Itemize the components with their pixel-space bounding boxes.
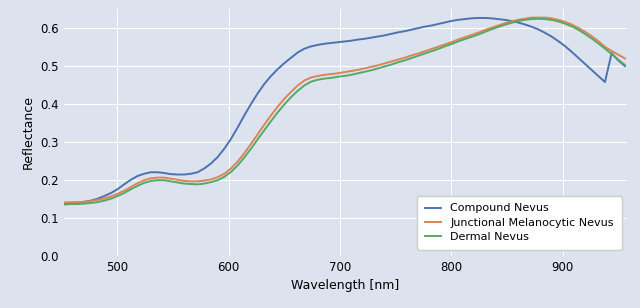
Compound Nevus <box>340 40 348 43</box>
Compound Nevus <box>474 16 482 20</box>
Dermal Nevus <box>234 164 241 167</box>
Dermal Nevus <box>227 170 235 174</box>
Dermal Nevus <box>595 42 602 45</box>
Compound Nevus <box>154 170 161 174</box>
Dermal Nevus <box>254 137 262 141</box>
Junctional Melanocytic Nevus <box>621 57 629 60</box>
Legend: Compound Nevus, Junctional Melanocytic Nevus, Dermal Nevus: Compound Nevus, Junctional Melanocytic N… <box>417 196 621 250</box>
Dermal Nevus <box>154 178 161 182</box>
Junctional Melanocytic Nevus <box>154 176 161 179</box>
Junctional Melanocytic Nevus <box>340 70 348 74</box>
Junctional Melanocytic Nevus <box>254 132 262 136</box>
Junctional Melanocytic Nevus <box>227 167 235 170</box>
Line: Compound Nevus: Compound Nevus <box>64 18 625 203</box>
Dermal Nevus <box>60 203 68 206</box>
Line: Dermal Nevus: Dermal Nevus <box>64 19 625 205</box>
Compound Nevus <box>621 64 629 68</box>
Compound Nevus <box>227 137 235 141</box>
Junctional Melanocytic Nevus <box>60 201 68 205</box>
X-axis label: Wavelength [nm]: Wavelength [nm] <box>291 279 400 292</box>
Compound Nevus <box>595 74 602 78</box>
Dermal Nevus <box>340 74 348 78</box>
Junctional Melanocytic Nevus <box>527 16 535 19</box>
Junctional Melanocytic Nevus <box>234 160 241 164</box>
Compound Nevus <box>254 91 262 95</box>
Compound Nevus <box>234 126 241 129</box>
Junctional Melanocytic Nevus <box>595 39 602 43</box>
Dermal Nevus <box>534 17 542 21</box>
Line: Junctional Melanocytic Nevus: Junctional Melanocytic Nevus <box>64 18 625 203</box>
Compound Nevus <box>60 201 68 205</box>
Dermal Nevus <box>621 63 629 67</box>
Y-axis label: Reflectance: Reflectance <box>22 95 35 169</box>
